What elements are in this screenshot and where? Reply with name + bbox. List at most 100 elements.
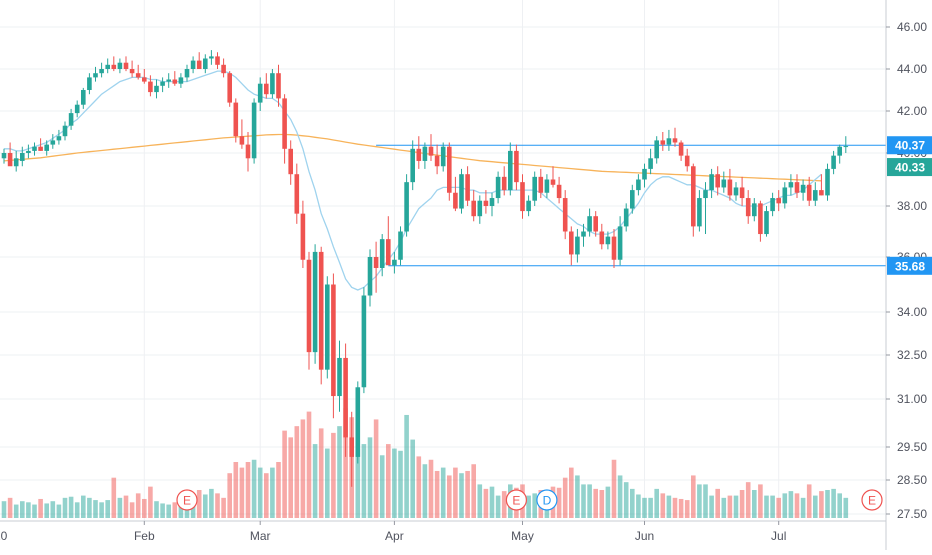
volume-bar [569,467,574,518]
event-label: D [543,494,552,508]
earnings-marker[interactable]: E [861,489,883,511]
dividend-marker[interactable]: D [536,489,558,511]
volume-bar [422,464,428,518]
candle-body [764,211,769,235]
candle-body [282,98,287,149]
candle-body [605,236,611,245]
candle-body [154,85,159,93]
candle-body [209,56,214,59]
volume-bar [1,501,7,518]
volume-bar [306,411,312,518]
earnings-marker[interactable]: E [505,489,528,511]
candle-body [87,77,92,90]
volume-bar [495,495,501,518]
volume-bar [459,473,464,518]
candle-body [794,182,800,193]
candle-body [562,198,568,232]
volume-bar [129,502,135,518]
volume-bar [44,503,49,518]
candle-body [770,198,775,212]
candle-body [465,174,470,201]
volume-bar [788,491,794,518]
candle-body [343,357,348,438]
price-axis[interactable]: 46.0044.0042.0040.0038.0036.0034.0032.50… [885,0,932,550]
candle-body [331,284,336,397]
candle-body [630,190,635,209]
volume-bar [660,493,666,518]
volume-bar [99,502,104,518]
volume-bar [318,428,324,518]
price-tick-label: 29.50 [897,440,927,454]
volume-bar [373,419,379,518]
candle-body [422,146,428,161]
volume-bar [611,459,617,518]
time-axis[interactable]: 2020 Feb Mar Apr May Jun Jul [0,520,886,543]
volume-bar [794,493,800,518]
volume-bar [709,495,714,518]
candle-body [569,231,574,255]
candle-body [648,158,653,169]
candle-body [727,179,733,196]
candle-body [642,168,647,180]
candle-body [666,138,672,145]
candle-body [776,198,781,204]
candle-body [270,73,275,95]
candle-body [349,437,354,457]
volume-bar [276,462,281,518]
volume-bar [221,497,226,518]
volume-bar [7,497,13,518]
volume-bar [745,482,751,518]
volume-bar [123,495,129,518]
volume-bar [764,495,769,518]
volume-bar [428,459,434,518]
candle-body [678,142,684,156]
candle-body [550,179,556,185]
volume-bar [447,475,452,518]
candle-body [825,168,830,196]
volume-bar [386,444,391,518]
candle-body [325,284,330,370]
candle-body [26,150,31,153]
candle-body [312,251,318,353]
volume-bar [331,432,336,518]
price-label-box [887,256,932,275]
volume-bar [691,475,696,518]
candle-body [74,104,80,114]
candle-body [56,136,62,141]
volume-bar [154,501,159,518]
volume-bar [361,444,367,518]
volume-bar [215,493,220,518]
volume-bar [800,497,806,518]
candle-body [593,216,598,232]
volume-bar [178,501,184,518]
horizontal-levels-layer[interactable] [376,144,886,267]
candle-body [276,73,281,99]
time-tick-label: Jun [635,529,654,543]
event-circle [536,489,558,511]
candle-body [483,200,489,206]
volume-bar [227,473,232,518]
price-tick-label: 34.00 [897,305,927,319]
candle-body [215,56,220,65]
volume-bar [733,495,739,518]
volume-bar [294,426,300,518]
volume-bar [434,470,440,518]
candle-body [739,187,745,199]
volume-bar [605,486,611,518]
candle-body [745,198,751,217]
candle-body [721,179,727,188]
candle-body [178,77,184,84]
candle-body [581,231,586,237]
candle-body [20,153,25,161]
volume-bar [593,488,598,518]
volume-bar [782,493,788,518]
candle-body [599,231,605,245]
earnings-marker[interactable]: E [176,489,198,511]
candle-body [819,190,824,196]
candle-body [715,174,720,188]
volume-bar [806,484,812,518]
candle-body [806,184,812,201]
